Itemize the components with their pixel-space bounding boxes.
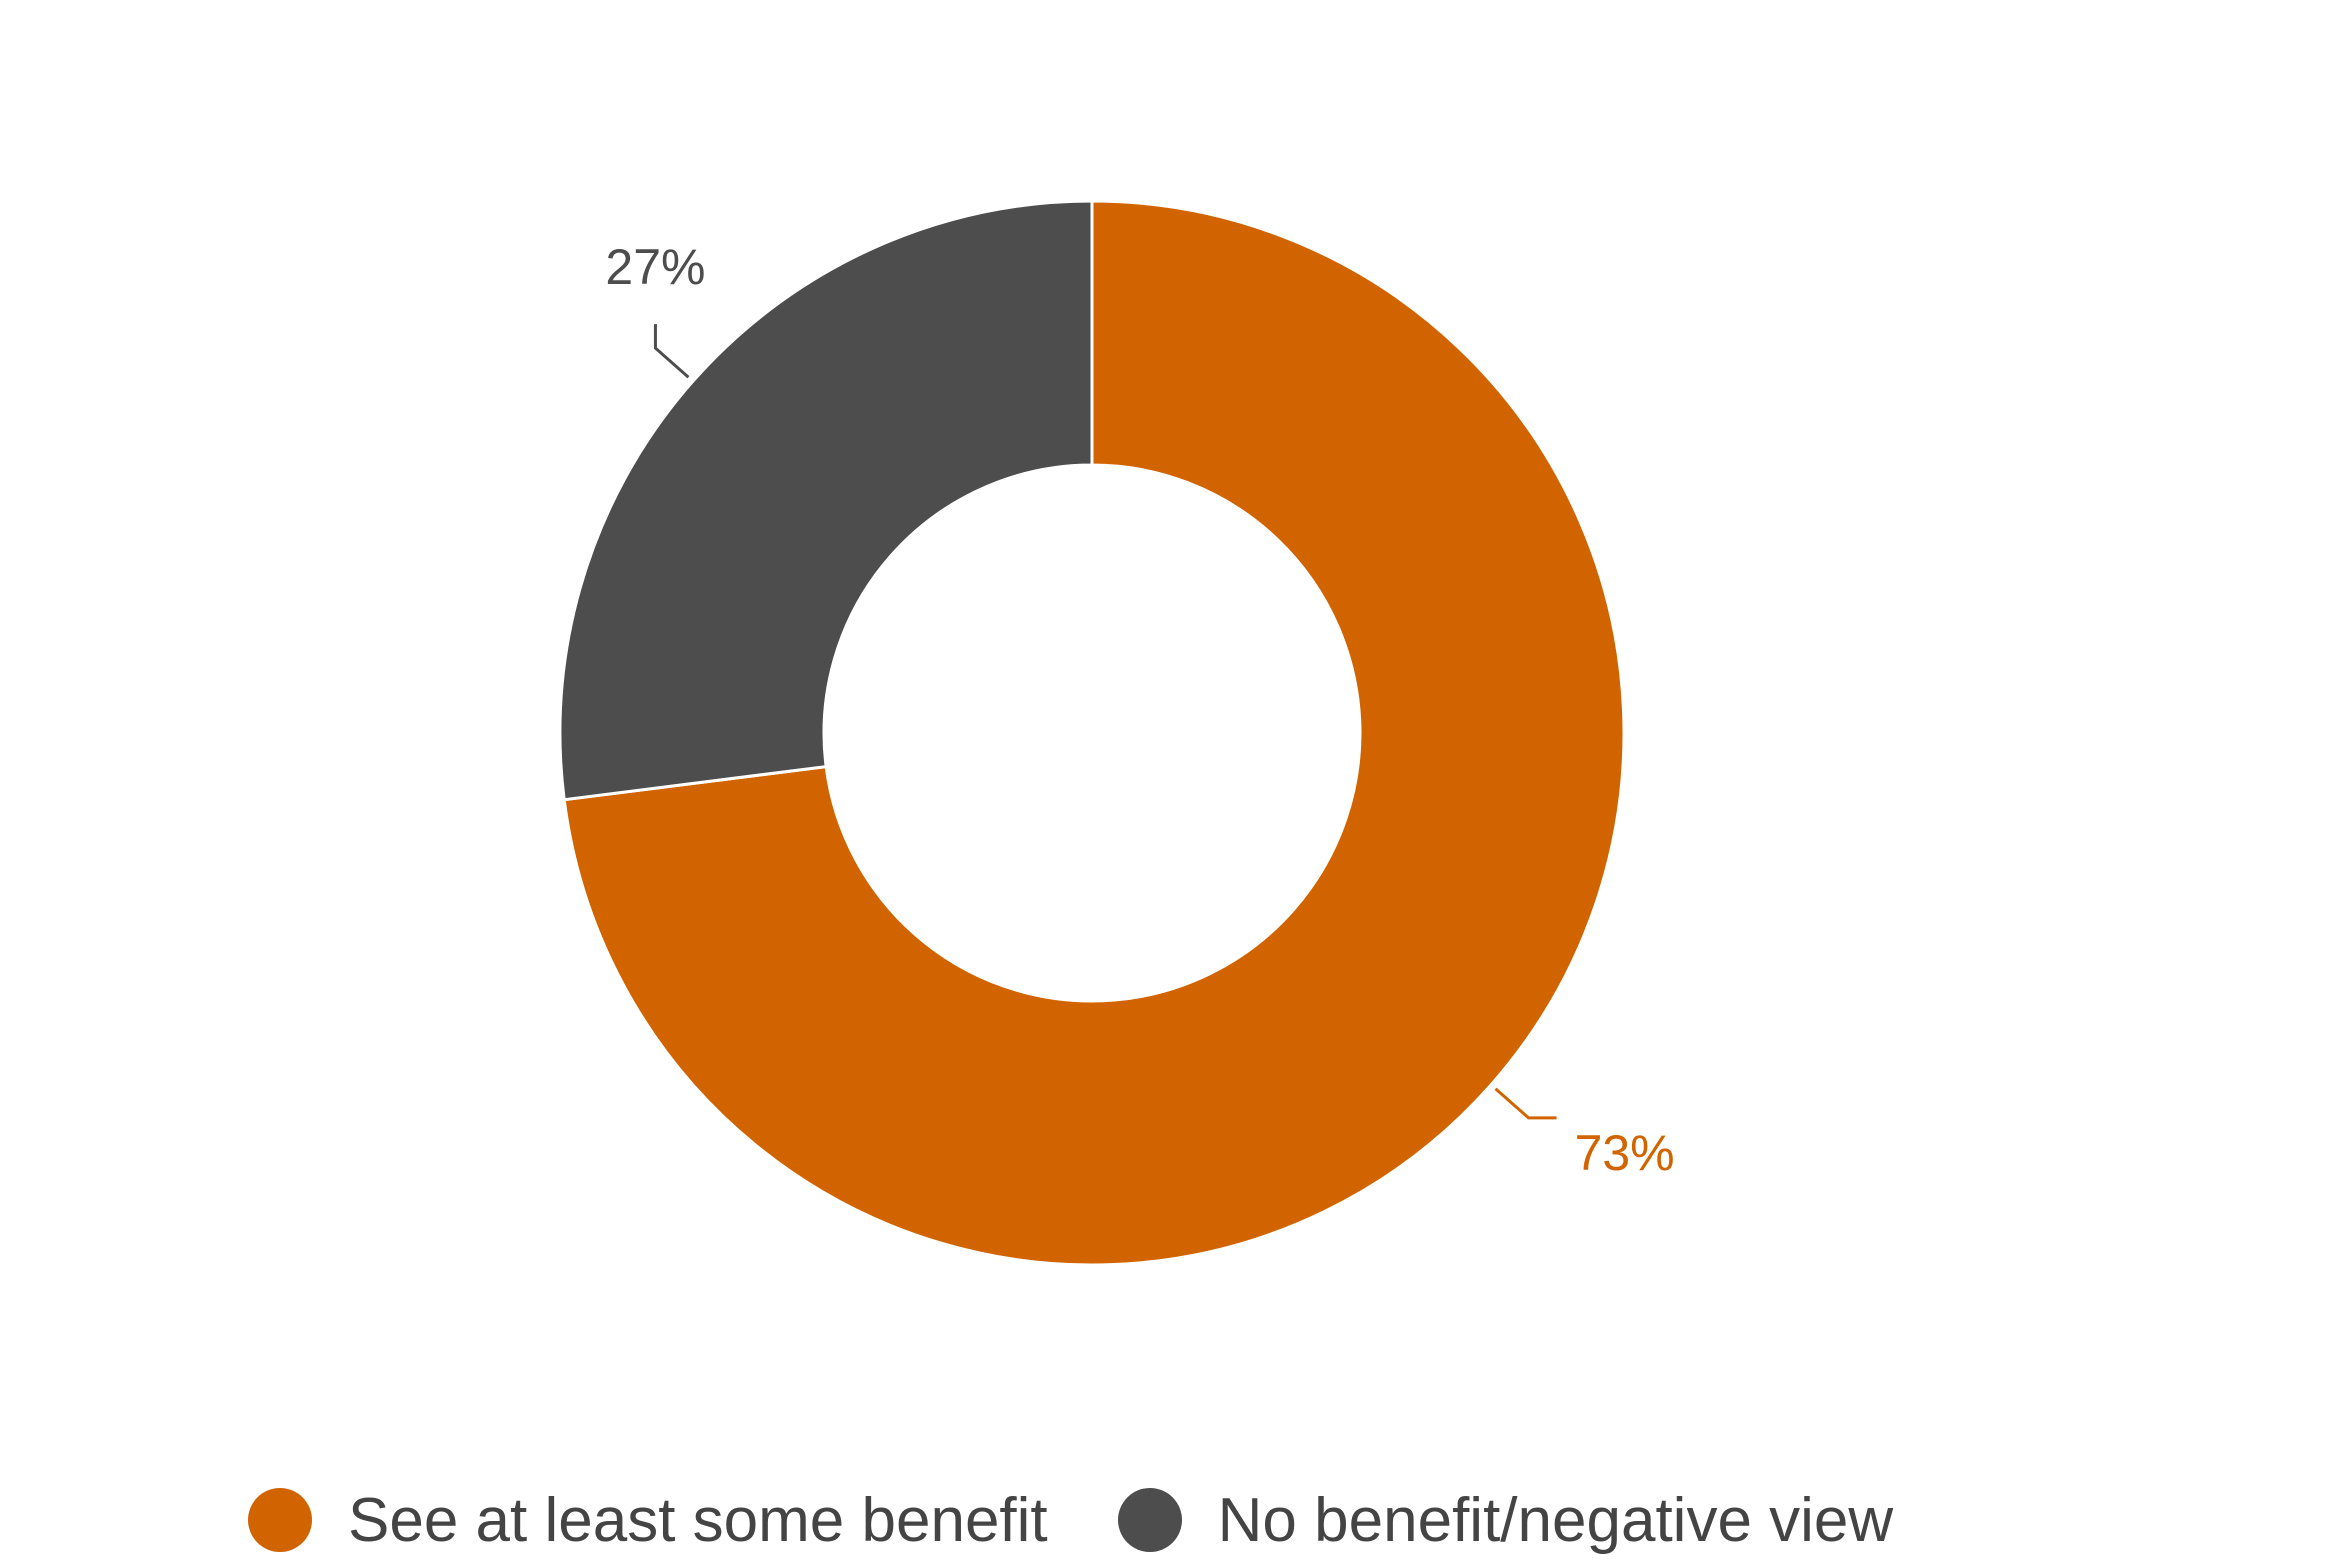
legend-swatch-see-benefit: [248, 1488, 312, 1552]
legend: See at least some benefit No benefit/neg…: [248, 1480, 1893, 1560]
leader-line-no-benefit: [653, 324, 690, 379]
data-label-see-benefit: 73%: [1575, 1125, 1675, 1181]
legend-item-see-benefit: See at least some benefit: [248, 1485, 1048, 1556]
legend-label-no-benefit: No benefit/negative view: [1217, 1485, 1894, 1555]
legend-item-no-benefit: No benefit/negative view: [1117, 1485, 1894, 1556]
donut-slice-see-benefit: [562, 199, 1626, 1267]
legend-swatch-no-benefit: [1117, 1488, 1182, 1552]
leader-line-see-benefit: [1494, 1087, 1557, 1120]
legend-label-see-benefit: See at least some benefit: [348, 1485, 1048, 1555]
donut-slice-no-benefit: [558, 199, 1094, 802]
data-label-no-benefit: 27%: [605, 239, 705, 295]
